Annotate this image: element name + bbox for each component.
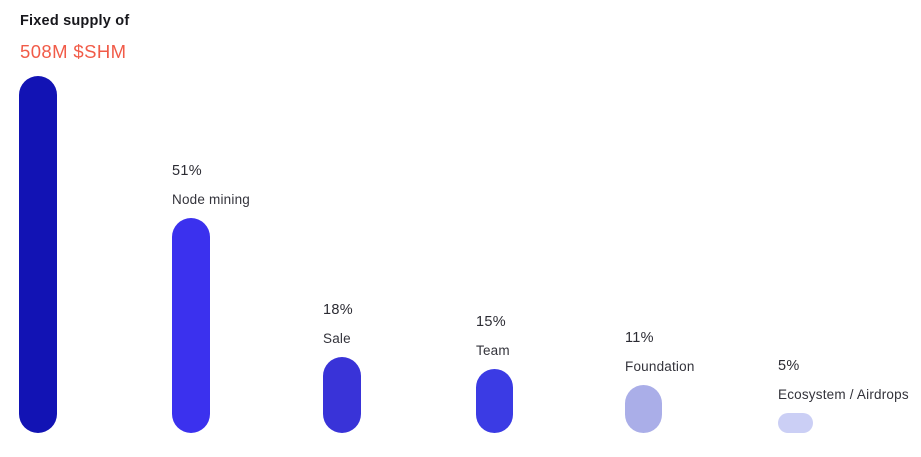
bar-foundation: [625, 385, 662, 433]
pct-label-sale: 18%: [323, 302, 353, 318]
bar-group-sale: 18% Sale: [323, 303, 361, 433]
bar-team: [476, 369, 513, 433]
bar-labels-ecosystem-airdrops: 5% Ecosystem / Airdrops: [778, 359, 909, 401]
bar-labels-node-mining: 51% Node mining: [172, 164, 250, 206]
bar-sale: [323, 357, 361, 433]
bar-labels-team: 15% Team: [476, 315, 510, 357]
bar-node-mining: [172, 218, 210, 433]
category-label-ecosystem-airdrops: Ecosystem / Airdrops: [778, 386, 909, 402]
bar-group-foundation: 11% Foundation: [625, 331, 695, 433]
pct-label-foundation: 11%: [625, 330, 654, 346]
chart-title-prefix: Fixed supply of: [20, 13, 130, 29]
bar-total-supply: [19, 76, 57, 433]
bar-group-team: 15% Team: [476, 315, 513, 433]
bar-group-total-supply: [19, 76, 57, 433]
bar-ecosystem-airdrops: [778, 413, 813, 433]
bar-group-ecosystem-airdrops: 5% Ecosystem / Airdrops: [778, 359, 909, 433]
bar-labels-sale: 18% Sale: [323, 303, 353, 345]
chart-title: Fixed supply of 508M $SHM: [20, 14, 129, 61]
category-label-sale: Sale: [323, 330, 351, 346]
pct-label-team: 15%: [476, 314, 506, 330]
chart-title-amount: 508M $SHM: [20, 40, 127, 62]
bar-labels-foundation: 11% Foundation: [625, 331, 695, 373]
category-label-foundation: Foundation: [625, 358, 695, 374]
category-label-team: Team: [476, 342, 510, 358]
bar-group-node-mining: 51% Node mining: [172, 164, 250, 433]
category-label-node-mining: Node mining: [172, 191, 250, 207]
pct-label-ecosystem-airdrops: 5%: [778, 358, 800, 374]
pct-label-node-mining: 51%: [172, 163, 202, 179]
